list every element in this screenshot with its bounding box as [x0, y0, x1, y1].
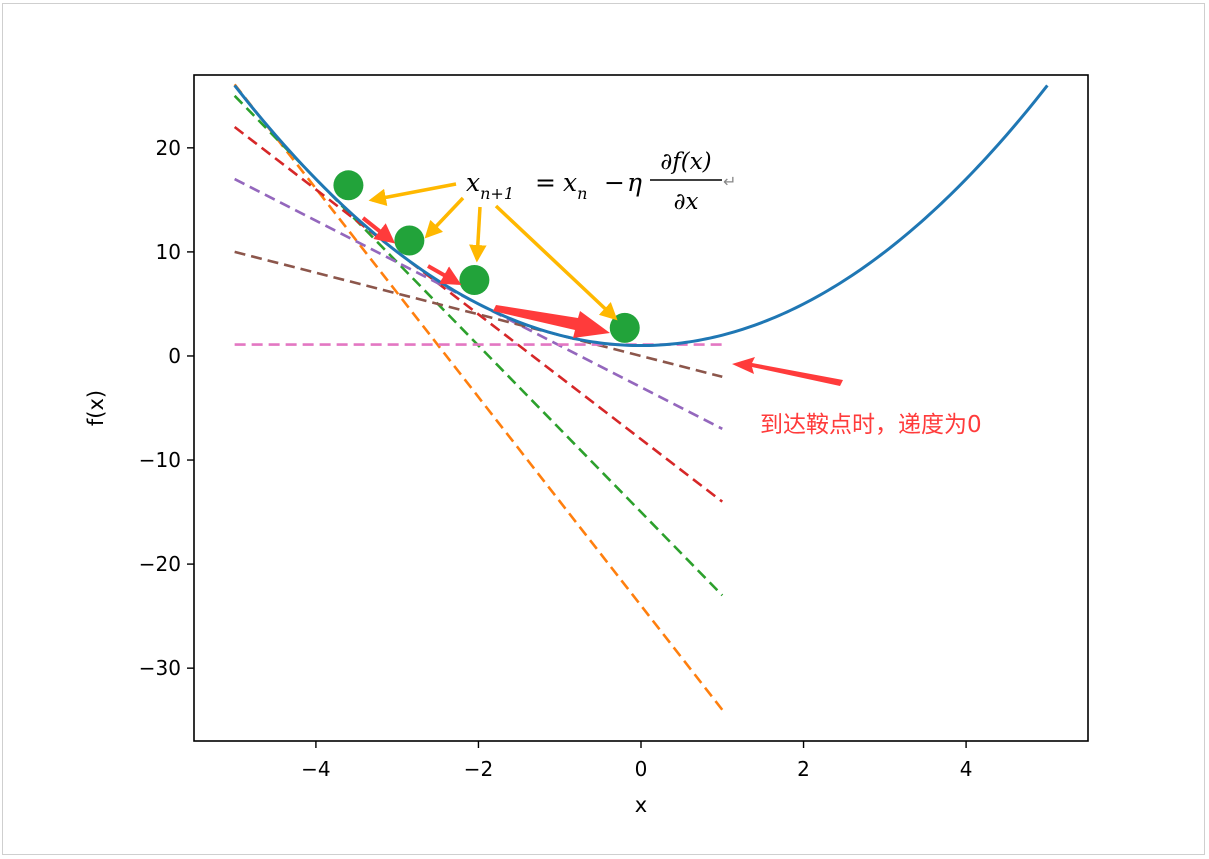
formula-arrow-2 — [424, 196, 465, 239]
x-tick-label: 4 — [960, 757, 973, 781]
y-tick-label: 20 — [156, 136, 181, 160]
formula-lhs-subscript: n+1 — [480, 184, 514, 203]
step-arrow-2 — [427, 264, 462, 285]
step-arrows — [361, 216, 843, 386]
y-axis-label: f(x) — [84, 390, 108, 426]
formula-lhs: x — [466, 168, 480, 197]
step-arrow-1 — [361, 216, 396, 244]
saddle-point-annotation: 到达鞍点时，递度为0 — [760, 412, 982, 438]
iteration-point-1 — [333, 170, 364, 201]
svg-text:xn+1: xn+1 — [466, 168, 514, 203]
formula-term: x — [563, 168, 577, 197]
iteration-point-3 — [459, 265, 490, 296]
saddle-arrow — [732, 357, 843, 386]
y-tick-label: −30 — [139, 656, 181, 680]
formula-arrow-4 — [494, 204, 618, 321]
gradient-descent-formula: xn+1 = xn − η ∂f(x) ∂x ↵ — [466, 149, 736, 215]
figure-frame — [2, 3, 1205, 855]
x-tick-label: 2 — [797, 757, 810, 781]
x-tick-label: 0 — [635, 757, 648, 781]
step-arrow-3 — [493, 305, 610, 338]
iteration-point-2 — [394, 225, 425, 256]
x-tick-label: −2 — [464, 757, 493, 781]
formula-denominator: ∂x — [674, 189, 699, 215]
y-tick-label: −20 — [139, 552, 181, 576]
y-tick-label: −10 — [139, 448, 181, 472]
svg-text:xn: xn — [563, 168, 587, 203]
tangent-line-3 — [233, 126, 724, 503]
formula-arrows — [368, 182, 618, 321]
formula-arrow-3 — [469, 206, 487, 263]
tangent-line-1 — [233, 83, 724, 711]
y-tick-label: 0 — [168, 344, 181, 368]
function-curve — [233, 84, 1049, 348]
formula-numerator: ∂f(x) — [660, 149, 711, 175]
x-tick-label: −4 — [301, 757, 330, 781]
formula-eta: η — [627, 168, 642, 197]
y-tick-label: 10 — [156, 240, 181, 264]
formula-arrow-1 — [368, 182, 457, 206]
formula-term-subscript: n — [577, 184, 587, 203]
return-mark-icon: ↵ — [723, 172, 736, 191]
x-axis-label: x — [635, 793, 647, 817]
formula-equals: = — [535, 168, 556, 197]
formula-minus: − — [604, 168, 625, 197]
